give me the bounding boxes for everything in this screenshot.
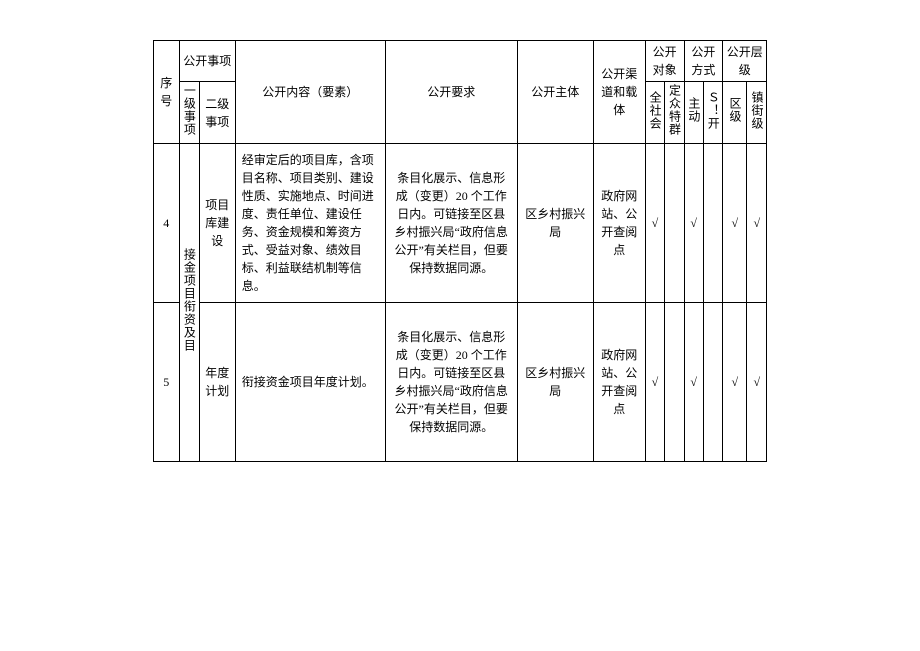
col-m-active-label: 主动 <box>687 97 701 123</box>
table-row: 5 年度计划 衔接资金项目年度计划。 条目化展示、信息形成（变更）20 个工作日… <box>153 303 767 462</box>
col-level: 公开层级 <box>723 41 767 82</box>
col-l2: 二级事项 <box>199 82 235 144</box>
col-l1: 一级事项 <box>179 82 199 144</box>
cell-m-active: √ <box>684 303 703 462</box>
cell-m-apply <box>703 144 722 303</box>
cell-l2: 项目库建设 <box>199 144 235 303</box>
col-aud-spec: 定众特群 <box>665 82 684 144</box>
cell-lvl-town: √ <box>747 303 767 462</box>
cell-aud-spec <box>665 303 684 462</box>
header-row-1: 序号 公开事项 公开内容（要素） 公开要求 公开主体 公开渠道和载体 公开对象 … <box>153 41 767 82</box>
col-requirement: 公开要求 <box>385 41 517 144</box>
disclosure-table: 序号 公开事项 公开内容（要素） 公开要求 公开主体 公开渠道和载体 公开对象 … <box>153 40 768 462</box>
cell-l2: 年度计划 <box>199 303 235 462</box>
col-lvl-dist: 区级 <box>723 82 747 144</box>
cell-subject: 区乡村振兴局 <box>517 303 593 462</box>
cell-content: 衔接资金项目年度计划。 <box>235 303 385 462</box>
cell-m-active: √ <box>684 144 703 303</box>
cell-channel: 政府网站、公开查阅点 <box>593 144 645 303</box>
col-channel: 公开渠道和载体 <box>593 41 645 144</box>
cell-lvl-dist: √ <box>723 303 747 462</box>
col-l1-label: 一级事项 <box>182 84 196 136</box>
cell-req: 条目化展示、信息形成（变更）20 个工作日内。可链接至区县乡村振兴局“政府信息公… <box>385 144 517 303</box>
col-items: 公开事项 <box>179 41 235 82</box>
cell-seq: 5 <box>153 303 179 462</box>
cell-lvl-dist: √ <box>723 144 747 303</box>
cell-aud-all: √ <box>645 303 664 462</box>
col-m-apply-label: Ｓ！开 <box>706 91 720 130</box>
col-subject: 公开主体 <box>517 41 593 144</box>
col-aud-all: 全社会 <box>645 82 664 144</box>
col-lvl-town-label: 镇街级 <box>750 91 764 130</box>
col-m-active: 主动 <box>684 82 703 144</box>
cell-subject: 区乡村振兴局 <box>517 144 593 303</box>
cell-aud-all: √ <box>645 144 664 303</box>
col-aud-spec-label: 定众特群 <box>667 84 681 136</box>
col-lvl-town: 镇街级 <box>747 82 767 144</box>
col-lvl-dist-label: 区级 <box>728 97 742 123</box>
col-method: 公开方式 <box>684 41 723 82</box>
cell-l1-label: 接金项目衔资及目 <box>182 248 196 352</box>
col-content: 公开内容（要素） <box>235 41 385 144</box>
col-aud-all-label: 全社会 <box>648 91 662 130</box>
cell-seq: 4 <box>153 144 179 303</box>
cell-aud-spec <box>665 144 684 303</box>
cell-m-apply <box>703 303 722 462</box>
cell-l1: 接金项目衔资及目 <box>179 144 199 462</box>
cell-content: 经审定后的项目库，含项目名称、项目类别、建设性质、实施地点、时间进度、责任单位、… <box>235 144 385 303</box>
cell-req: 条目化展示、信息形成（变更）20 个工作日内。可链接至区县乡村振兴局“政府信息公… <box>385 303 517 462</box>
cell-lvl-town: √ <box>747 144 767 303</box>
col-m-apply: Ｓ！开 <box>703 82 722 144</box>
col-seq: 序号 <box>153 41 179 144</box>
table-row: 4 接金项目衔资及目 项目库建设 经审定后的项目库，含项目名称、项目类别、建设性… <box>153 144 767 303</box>
col-audience: 公开对象 <box>645 41 684 82</box>
cell-channel: 政府网站、公开查阅点 <box>593 303 645 462</box>
